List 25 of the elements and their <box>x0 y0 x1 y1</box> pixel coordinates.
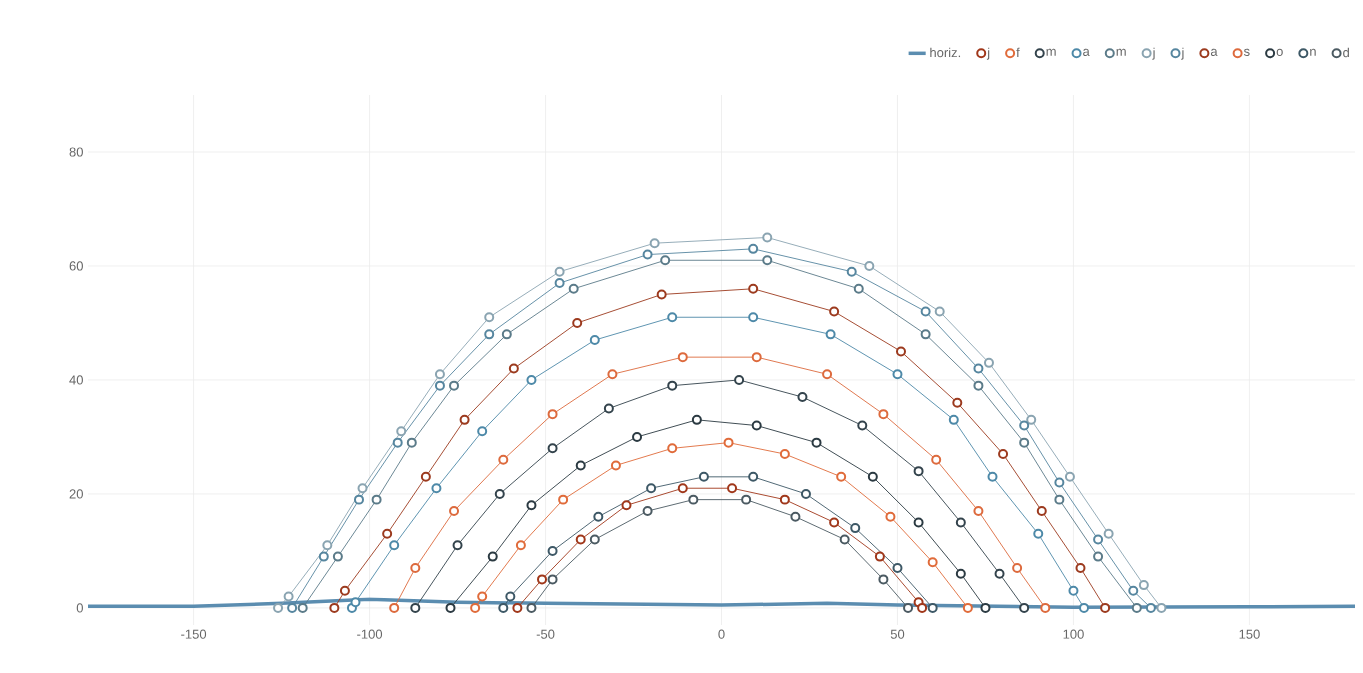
legend-label: j <box>986 47 990 60</box>
legend-label: horiz. <box>930 47 961 58</box>
y-tick-label: 0 <box>76 603 83 613</box>
y-tick-label: 40 <box>69 375 83 385</box>
legend-label: j <box>1152 47 1155 60</box>
legend-label: f <box>1016 47 1020 58</box>
x-tick-label: -100 <box>357 629 383 639</box>
legend-label: a <box>1083 48 1090 56</box>
legend-label: m <box>1046 48 1056 56</box>
legend-label: s <box>1243 48 1250 56</box>
y-tick-label: 60 <box>69 261 83 271</box>
x-tick-label: 0 <box>718 629 725 639</box>
y-tick-label: 80 <box>69 147 83 157</box>
x-tick-label: -50 <box>536 629 555 639</box>
x-tick-label: 150 <box>1239 629 1260 639</box>
x-tick-label: 50 <box>890 629 905 639</box>
legend-label: n <box>1310 48 1316 56</box>
x-tick-label: 100 <box>1063 629 1084 639</box>
legend-label: d <box>1343 47 1349 58</box>
y-tick-label: 20 <box>69 489 83 499</box>
legend-label: o <box>1276 48 1283 56</box>
legend-label: a <box>1210 48 1218 56</box>
legend-label: m <box>1116 48 1126 56</box>
x-tick-label: -150 <box>181 629 207 639</box>
legend-label: j <box>1181 47 1184 60</box>
